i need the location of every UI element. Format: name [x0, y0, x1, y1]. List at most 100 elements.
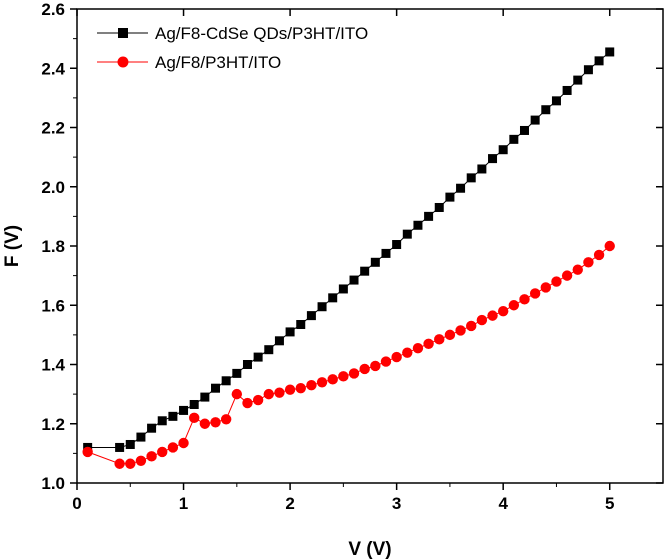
data-point — [434, 334, 445, 345]
axes: 0 1 2 3 4 5 1.0 1.2 1.4 1.6 1.8 2.0 2.2 2.4 2.6 — [41, 0, 664, 513]
y-tick-label: 2.2 — [41, 119, 65, 138]
data-point — [583, 65, 593, 75]
data-point — [82, 446, 93, 458]
data-point — [572, 264, 583, 275]
data-point — [306, 380, 317, 391]
data-point — [561, 270, 573, 281]
data-point — [316, 377, 328, 388]
y-tick-label: 1.2 — [41, 415, 65, 434]
data-point — [125, 439, 135, 449]
data-point — [328, 293, 338, 303]
data-point — [285, 327, 295, 337]
data-point — [136, 432, 146, 442]
data-point — [423, 338, 434, 349]
data-point — [402, 347, 413, 358]
data-point — [605, 47, 615, 57]
legend-label: Ag/F8/P3HT/ITO — [155, 53, 281, 72]
x-tick-label: 5 — [605, 494, 614, 513]
data-point — [200, 392, 210, 402]
y-tick-label: 2.0 — [41, 178, 65, 197]
x-axis-label: V (V) — [348, 539, 391, 559]
series-line — [87, 245, 611, 465]
data-point — [476, 314, 488, 326]
data-point — [157, 416, 167, 426]
data-point — [274, 387, 285, 398]
data-point — [498, 145, 508, 155]
data-point — [264, 345, 274, 355]
legend-entry: Ag/F8-CdSe QDs/P3HT/ITO — [97, 24, 368, 43]
data-point — [402, 229, 412, 239]
data-point — [381, 248, 391, 258]
data-point — [263, 388, 274, 400]
series-circle — [82, 240, 615, 469]
data-point — [147, 423, 157, 433]
data-point — [348, 368, 360, 379]
data-point — [231, 388, 243, 400]
data-point — [424, 211, 434, 221]
data-point — [604, 240, 615, 252]
data-point — [359, 363, 370, 375]
data-point — [253, 352, 263, 362]
y-axis-label: F (V) — [2, 225, 23, 267]
data-point — [360, 266, 370, 276]
data-point — [306, 311, 316, 321]
data-point — [593, 249, 605, 261]
data-point — [338, 284, 348, 294]
data-point — [125, 458, 136, 469]
data-point — [232, 368, 242, 378]
data-point — [211, 383, 221, 393]
y-tick-label: 1.6 — [41, 296, 65, 315]
y-tick-label: 1.8 — [41, 237, 65, 256]
data-point — [509, 134, 519, 144]
data-point — [327, 374, 338, 385]
data-point — [168, 411, 178, 421]
y-tick-label: 2.6 — [41, 0, 65, 19]
data-point — [274, 336, 284, 346]
data-point — [583, 257, 594, 268]
data-point — [157, 446, 168, 458]
data-point — [370, 257, 380, 267]
y-tick-label: 1.4 — [41, 356, 65, 375]
data-point — [220, 414, 232, 425]
data-point — [487, 310, 498, 321]
data-point — [380, 356, 392, 367]
data-point — [551, 96, 561, 106]
data-point — [167, 442, 179, 453]
data-point — [146, 451, 157, 462]
data-point — [370, 360, 381, 372]
x-tick-label: 1 — [179, 494, 188, 513]
data-point — [519, 294, 530, 305]
data-point — [295, 383, 306, 394]
data-point — [199, 418, 211, 429]
data-point — [210, 417, 221, 428]
data-point — [317, 302, 327, 312]
legend-entry: Ag/F8/P3HT/ITO — [97, 53, 281, 72]
data-point — [477, 164, 487, 174]
data-point — [412, 343, 424, 354]
legend-marker — [118, 28, 128, 38]
data-point — [455, 325, 466, 336]
data-point — [530, 115, 540, 125]
data-point — [284, 384, 296, 395]
series-line — [87, 51, 611, 448]
data-point — [551, 276, 562, 287]
data-point — [391, 351, 402, 363]
data-point — [221, 376, 231, 386]
data-point — [413, 220, 423, 230]
data-point — [519, 125, 529, 135]
legend: Ag/F8-CdSe QDs/P3HT/ITO Ag/F8/P3HT/ITO — [97, 24, 368, 72]
data-point — [179, 405, 189, 415]
data-point — [349, 275, 359, 285]
data-point — [456, 183, 466, 193]
data-point — [189, 412, 200, 424]
data-point — [189, 399, 199, 409]
data-point — [497, 305, 509, 317]
data-point — [466, 173, 476, 183]
data-point — [488, 154, 498, 164]
data-point — [114, 458, 125, 469]
data-point — [338, 371, 349, 382]
data-point — [242, 360, 252, 369]
data-point — [178, 437, 189, 449]
series-square — [83, 47, 615, 452]
